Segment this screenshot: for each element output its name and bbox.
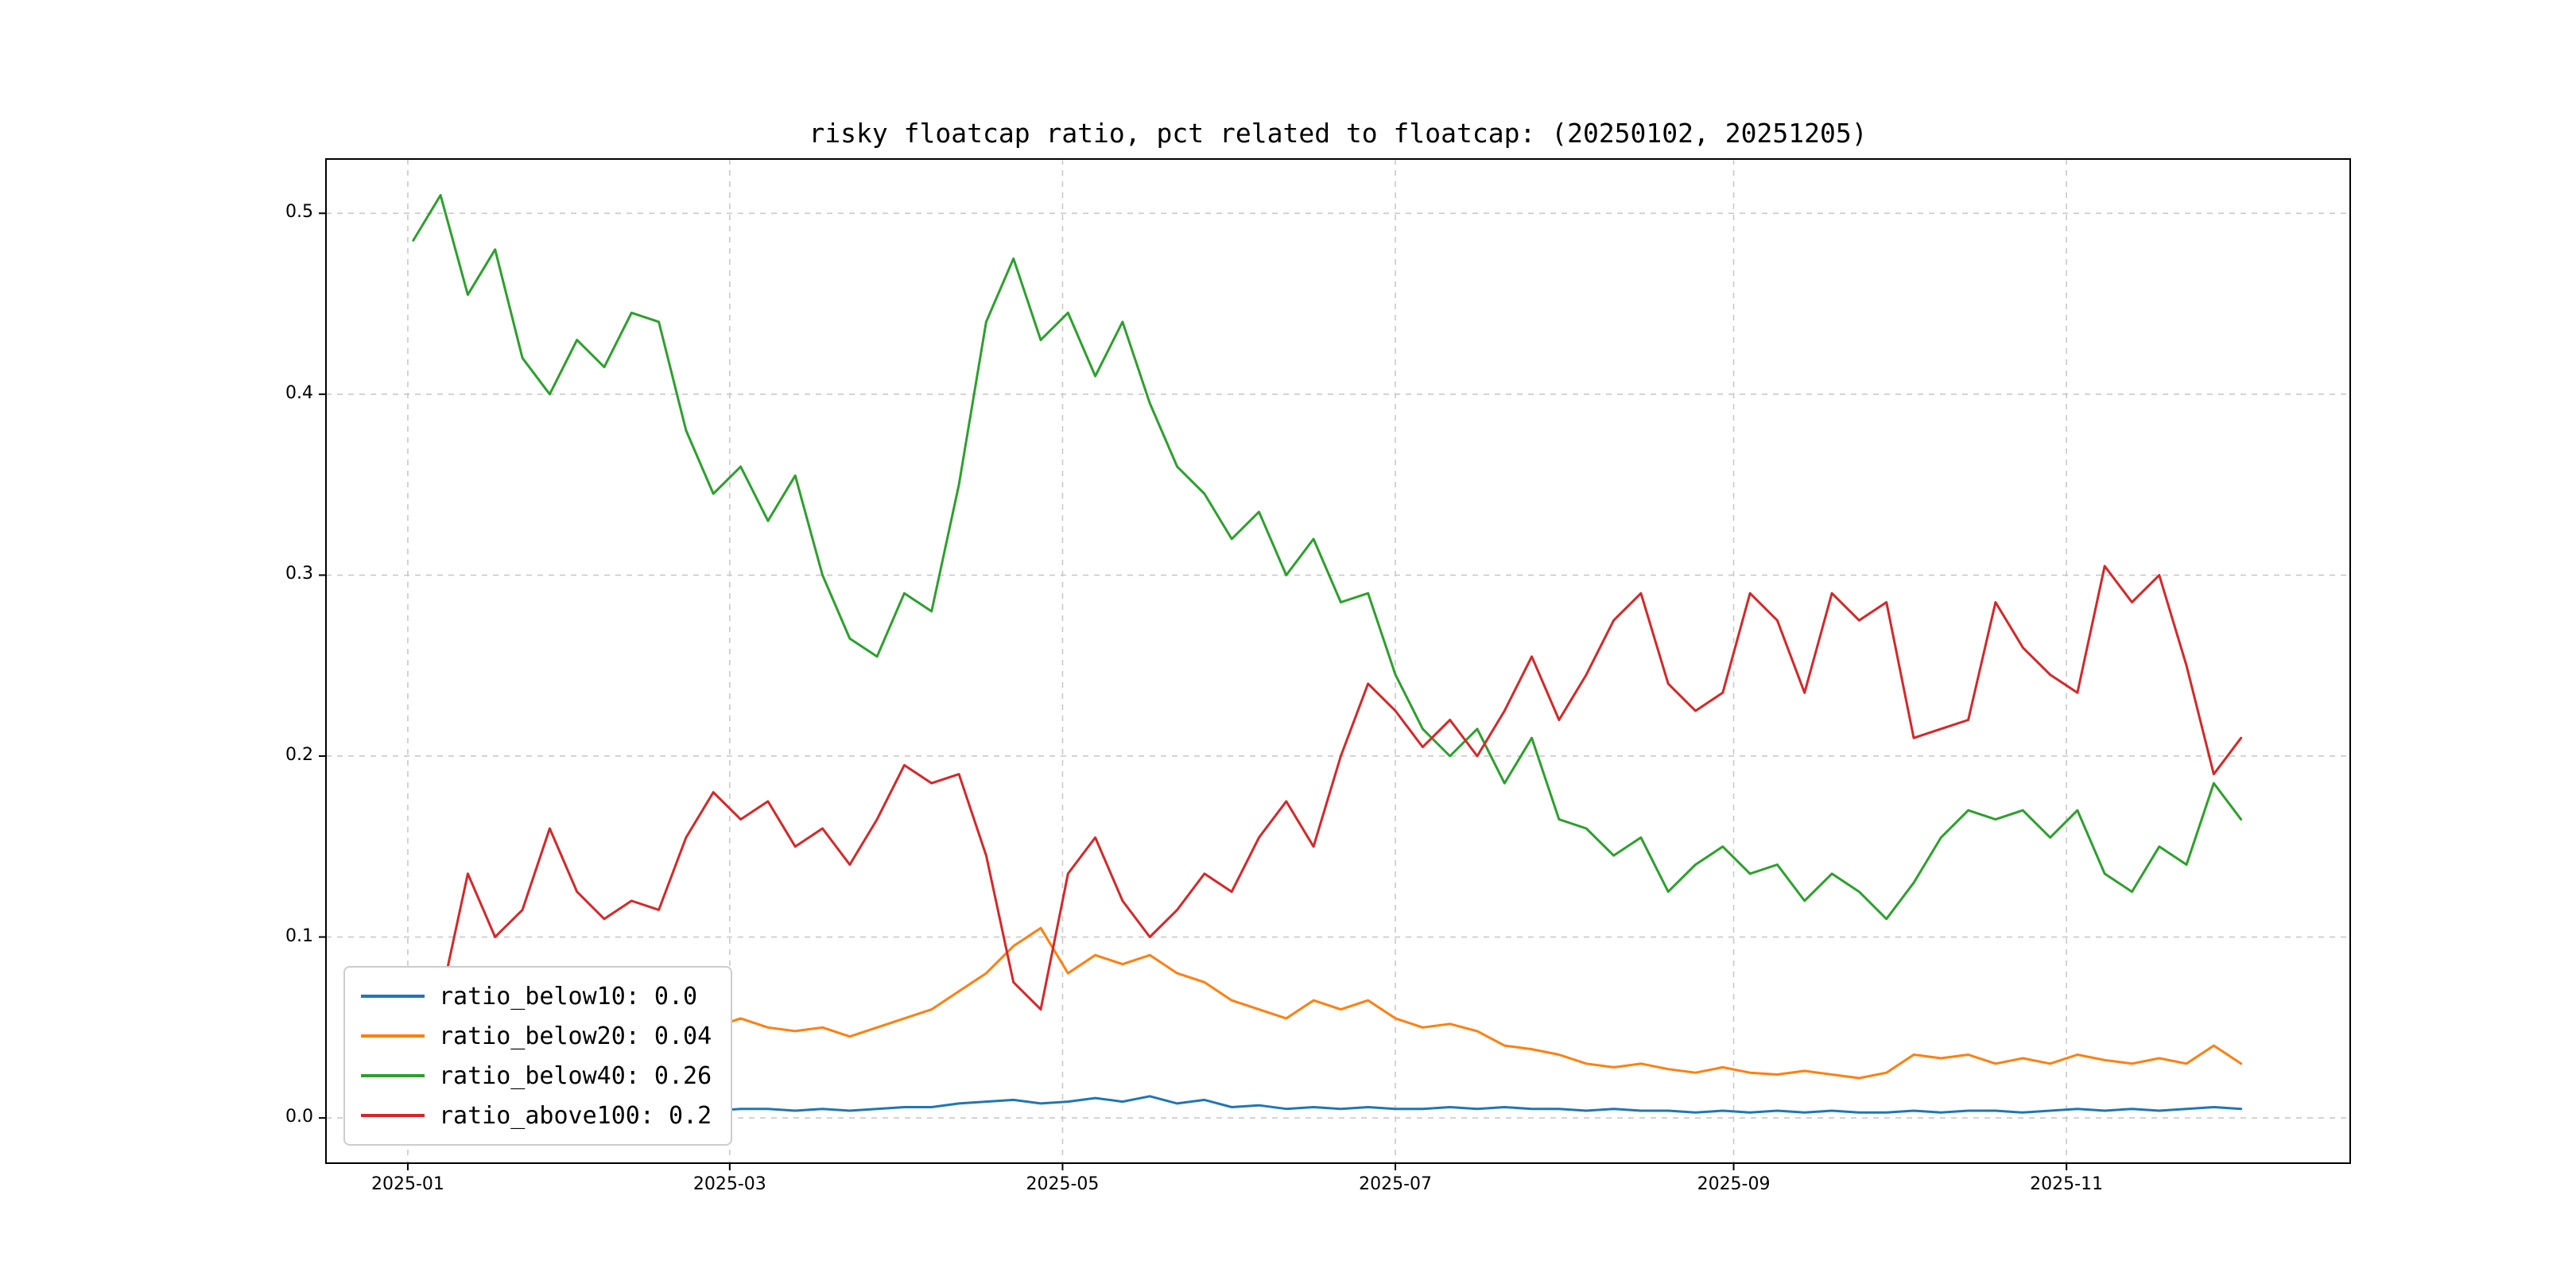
- legend-label: ratio_below40: 0.26: [439, 1061, 712, 1090]
- legend-line-swatch: [361, 1034, 425, 1038]
- legend-entry-ratio_above100: ratio_above100: 0.2: [361, 1100, 712, 1131]
- chart-title: risky floatcap ratio, pct related to flo…: [809, 118, 1868, 149]
- legend-entry-ratio_below20: ratio_below20: 0.04: [361, 1020, 712, 1052]
- y-tick-label: 0.0: [285, 1107, 313, 1127]
- x-tick-label: 2025-03: [692, 1174, 766, 1194]
- legend-entry-ratio_below40: ratio_below40: 0.26: [361, 1060, 712, 1092]
- x-tick-label: 2025-11: [2030, 1174, 2104, 1194]
- x-tick-label: 2025-07: [1359, 1174, 1433, 1194]
- legend-entry-ratio_below10: ratio_below10: 0.0: [361, 980, 712, 1012]
- x-tick-label: 2025-09: [1697, 1174, 1771, 1194]
- series-line-ratio_above100: [412, 564, 2243, 1029]
- y-tick-label: 0.3: [285, 564, 313, 584]
- y-tick-label: 0.4: [285, 382, 313, 403]
- legend-label: ratio_below10: 0.0: [439, 982, 698, 1011]
- y-tick-label: 0.5: [285, 202, 313, 223]
- legend-line-swatch: [361, 995, 425, 998]
- axes-frame: [325, 158, 2351, 1164]
- legend-line-swatch: [361, 1074, 425, 1077]
- series-line-ratio_below40: [412, 194, 2243, 921]
- legend-line-swatch: [361, 1114, 425, 1117]
- x-tick-label: 2025-01: [370, 1174, 444, 1194]
- legend-label: ratio_above100: 0.2: [439, 1101, 712, 1130]
- legend: ratio_below10: 0.0 ratio_below20: 0.04 rat…: [343, 966, 733, 1146]
- y-tick-label: 0.1: [285, 925, 313, 946]
- x-tick-label: 2025-05: [1026, 1174, 1100, 1194]
- legend-label: ratio_below20: 0.04: [439, 1022, 712, 1050]
- y-tick-label: 0.2: [285, 744, 313, 765]
